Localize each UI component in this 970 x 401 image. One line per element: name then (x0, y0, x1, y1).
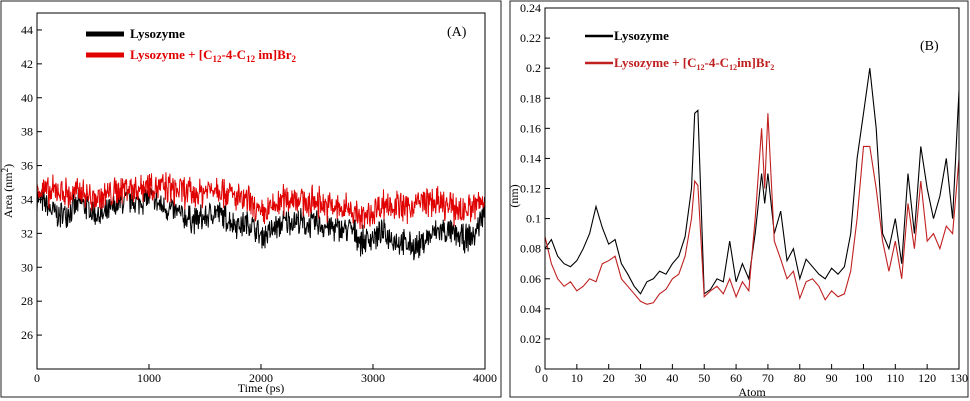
panel-a-series-group (36, 172, 486, 261)
panel-b-x-tick-label: 10 (571, 371, 583, 385)
panel-a-x-axis-title: Time (ps) (238, 381, 285, 395)
panel-b-x-tick-label: 20 (603, 371, 615, 385)
panel-a-label: (A) (447, 25, 467, 40)
panel-b-legend-label-2: Lysozyme + [C12-4-C12im]Br2 (614, 55, 774, 72)
panel-a-series-1-line (36, 186, 486, 261)
panel-a-y-tick-label: 26 (21, 328, 33, 342)
panel-b-x-tick-label: 130 (950, 371, 968, 385)
legend-a-t1: Lysozyme + [C (130, 47, 213, 62)
panel-a-y-tick-label: 44 (21, 23, 33, 37)
panel-b-label: (B) (920, 39, 939, 54)
panel-a-x-tick-label: 1000 (137, 371, 161, 385)
panel-a-y-title-close: ) (1, 164, 15, 168)
panel-b-series-group (544, 68, 960, 305)
panel-a-y-tick-label: 34 (21, 192, 33, 206)
panel-b-x-tick-label: 90 (826, 371, 838, 385)
panel-a-y-title-sup: 2 (0, 168, 10, 173)
panel-b-chart: 0 10 20 30 40 50 60 70 80 90 100 110 120 130 0 0.02 0.04… (507, 1, 968, 399)
panel-a-y-tick-label: 40 (21, 91, 33, 105)
panel-b-x-tick-label: 120 (918, 371, 936, 385)
panel-b-ticks: 0 10 20 30 40 50 60 70 80 90 100 110 120 130 0 0.02 0.04… (520, 1, 968, 385)
legend-a-s1: 12 (213, 54, 223, 64)
panel-b-series-2-line (544, 113, 960, 305)
panel-b-x-tick-label: 40 (666, 371, 678, 385)
panel-a-y-tick-label: 42 (21, 57, 33, 71)
panel-b-y-tick-label: 0.06 (520, 272, 541, 286)
legend-a-s2: 12 (246, 54, 256, 64)
panel-b-y-tick-label: 0.2 (526, 61, 541, 75)
panel-b-y-tick-label: 0.08 (520, 242, 541, 256)
panel-b-y-tick-label: 0.16 (520, 121, 541, 135)
panel-b-y-tick-label: 0.04 (520, 302, 541, 316)
panel-a-chart: 0 1000 2000 3000 4000 26 28 30 32 34 36 38 40 42 44 (A… (0, 12, 497, 395)
panel-a-y-tick-label: 32 (21, 226, 33, 240)
panel-b-x-tick-label: 110 (887, 371, 905, 385)
panel-a-x-tick-label: 4000 (473, 371, 497, 385)
legend-a-s3: 2 (292, 54, 297, 64)
panel-b-x-tick-label: 0 (542, 371, 548, 385)
panel-a-frame (0, 0, 502, 398)
legend-b-t1: Lysozyme + [C (614, 55, 697, 70)
legend-b-t2: -4-C (705, 55, 730, 70)
panel-a-legend-label-1: Lysozyme (130, 26, 185, 41)
panel-a-x-tick-label: 2000 (249, 371, 273, 385)
panel-b-x-tick-label: 100 (854, 371, 872, 385)
panel-a-legend: Lysozyme Lysozyme + [C12-4-C12 im]Br2 (86, 26, 297, 64)
panel-b-x-axis-title: Atom (738, 385, 766, 399)
panel-a-series-2-line (36, 172, 486, 230)
panel-b-y-tick-label: 0.12 (520, 182, 541, 196)
panel-b-y-tick-label: 0.14 (520, 151, 541, 165)
legend-b-s2: 12 (729, 63, 737, 72)
panel-a-y-tick-label: 38 (21, 125, 33, 139)
panel-b-y-tick-label: 0 (535, 362, 541, 376)
panel-b-x-tick-label: 80 (794, 371, 806, 385)
panel-b-x-tick-label: 30 (635, 371, 647, 385)
panel-b-legend-label-1: Lysozyme (614, 28, 669, 43)
legend-a-t3: im]Br (255, 47, 292, 62)
panel-b-y-tick-label: 0.22 (520, 31, 541, 45)
panel-a-ticks: 0 1000 2000 3000 4000 26 28 30 32 34 36 38 40 42 44 (21, 23, 497, 385)
legend-b-t3: im]Br (737, 55, 770, 70)
panel-b-x-tick-label: 60 (730, 371, 742, 385)
panel-b-y-tick-label: 0.1 (526, 212, 541, 226)
panel-b-y-tick-label: 0.18 (520, 91, 541, 105)
panel-a-y-tick-label: 36 (21, 159, 33, 173)
panel-b-y-tick-label: 0.24 (520, 1, 541, 15)
legend-b-s1: 12 (697, 63, 705, 72)
panel-b-y-tick-label: 0.02 (520, 332, 541, 346)
panel-b-frame (509, 0, 969, 398)
panel-b-legend: Lysozyme Lysozyme + [C12-4-C12im]Br2 (585, 28, 774, 72)
panel-b-x-tick-label: 50 (698, 371, 710, 385)
panel-a-x-tick-label: 0 (34, 371, 40, 385)
legend-a-t2: -4-C (222, 47, 247, 62)
panel-a-y-tick-label: 28 (21, 294, 33, 308)
panel-a-y-axis-title: Area (nm2) (0, 164, 15, 218)
panel-a-legend-label-2: Lysozyme + [C12-4-C12 im]Br2 (130, 47, 297, 64)
panel-b-y-axis-title: (nm) (507, 184, 521, 207)
panel-a-y-tick-label: 30 (21, 260, 33, 274)
panel-b-x-tick-label: 70 (762, 371, 774, 385)
panel-a-x-tick-label: 3000 (361, 371, 385, 385)
legend-b-s3: 2 (770, 63, 774, 72)
panel-a-y-title-main: Area (nm (1, 172, 15, 218)
